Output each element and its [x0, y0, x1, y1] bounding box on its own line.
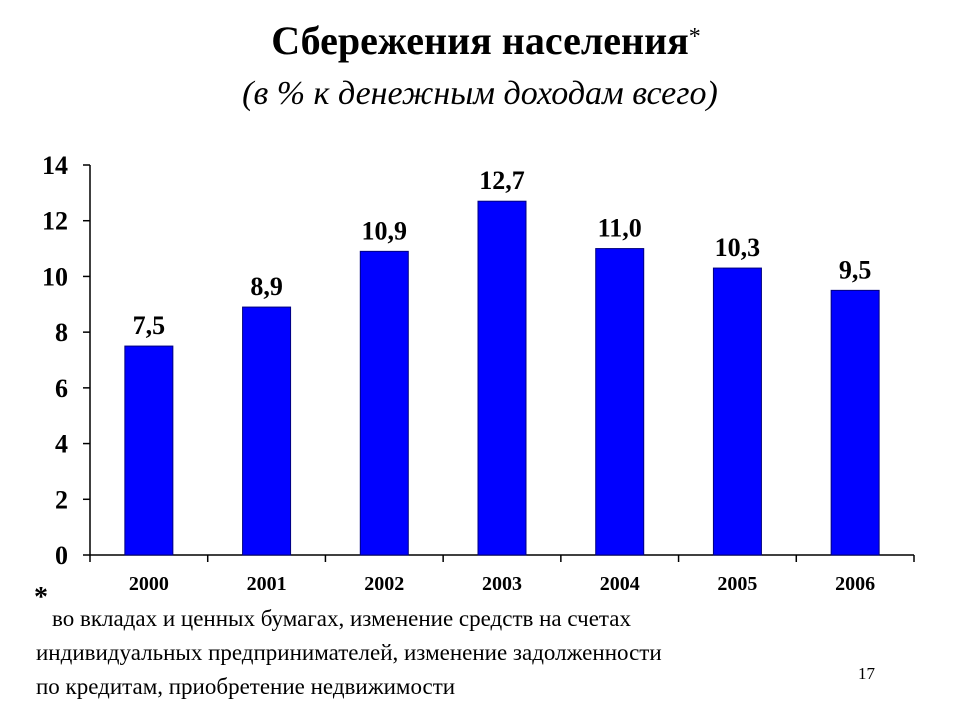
- data-label: 10,9: [362, 216, 408, 245]
- bar: [124, 345, 174, 556]
- data-label: 10,3: [715, 233, 761, 262]
- y-tick-label: 0: [55, 541, 68, 570]
- x-tick-label: 2004: [600, 573, 640, 595]
- bar: [830, 289, 880, 556]
- bar: [242, 306, 292, 556]
- y-tick-label: 8: [55, 318, 68, 347]
- bar: [359, 250, 409, 556]
- footnote-line-3: по кредитам, приобретение недвижимости: [36, 674, 456, 699]
- data-label: 12,7: [479, 166, 525, 195]
- x-tick-label: 2001: [247, 573, 287, 595]
- x-tick-label: 2005: [717, 573, 757, 595]
- data-label: 11,0: [598, 214, 642, 243]
- y-tick-label: 2: [55, 485, 68, 514]
- bar: [595, 248, 645, 556]
- page-number: 17: [858, 664, 875, 683]
- x-tick-label: 2003: [482, 573, 522, 595]
- data-label: 7,5: [133, 311, 166, 340]
- footnote-line-1: во вкладах и ценных бумагах, изменение с…: [52, 606, 631, 631]
- title-text: Сбережения населения: [271, 18, 689, 63]
- footnote: во вкладах и ценных бумагах, изменение с…: [36, 602, 796, 704]
- data-label: 8,9: [250, 272, 283, 301]
- y-tick-label: 14: [42, 151, 68, 180]
- data-label: 9,5: [839, 255, 872, 284]
- chart-title: Сбережения населения *: [0, 18, 960, 64]
- y-tick-label: 12: [42, 207, 68, 236]
- bar: [712, 267, 762, 556]
- bar: [477, 200, 527, 556]
- y-tick-label: 10: [42, 262, 68, 291]
- title-footnote-mark: *: [688, 24, 701, 50]
- footnote-line-2: индивидуальных предпринимателей, изменен…: [36, 640, 662, 665]
- x-tick-label: 2000: [129, 573, 169, 595]
- footnote-mark: *: [34, 582, 48, 613]
- chart-subtitle: (в % к денежным доходам всего): [242, 75, 718, 112]
- y-tick-label: 4: [55, 430, 68, 459]
- x-tick-label: 2006: [835, 573, 875, 595]
- x-tick-label: 2002: [364, 573, 404, 595]
- y-tick-label: 6: [55, 374, 68, 403]
- bar-chart: 0 2 4 6 8 10 12 14 7,5 2000 8,9 2001 10,9 2002 12,7 200…: [42, 151, 915, 595]
